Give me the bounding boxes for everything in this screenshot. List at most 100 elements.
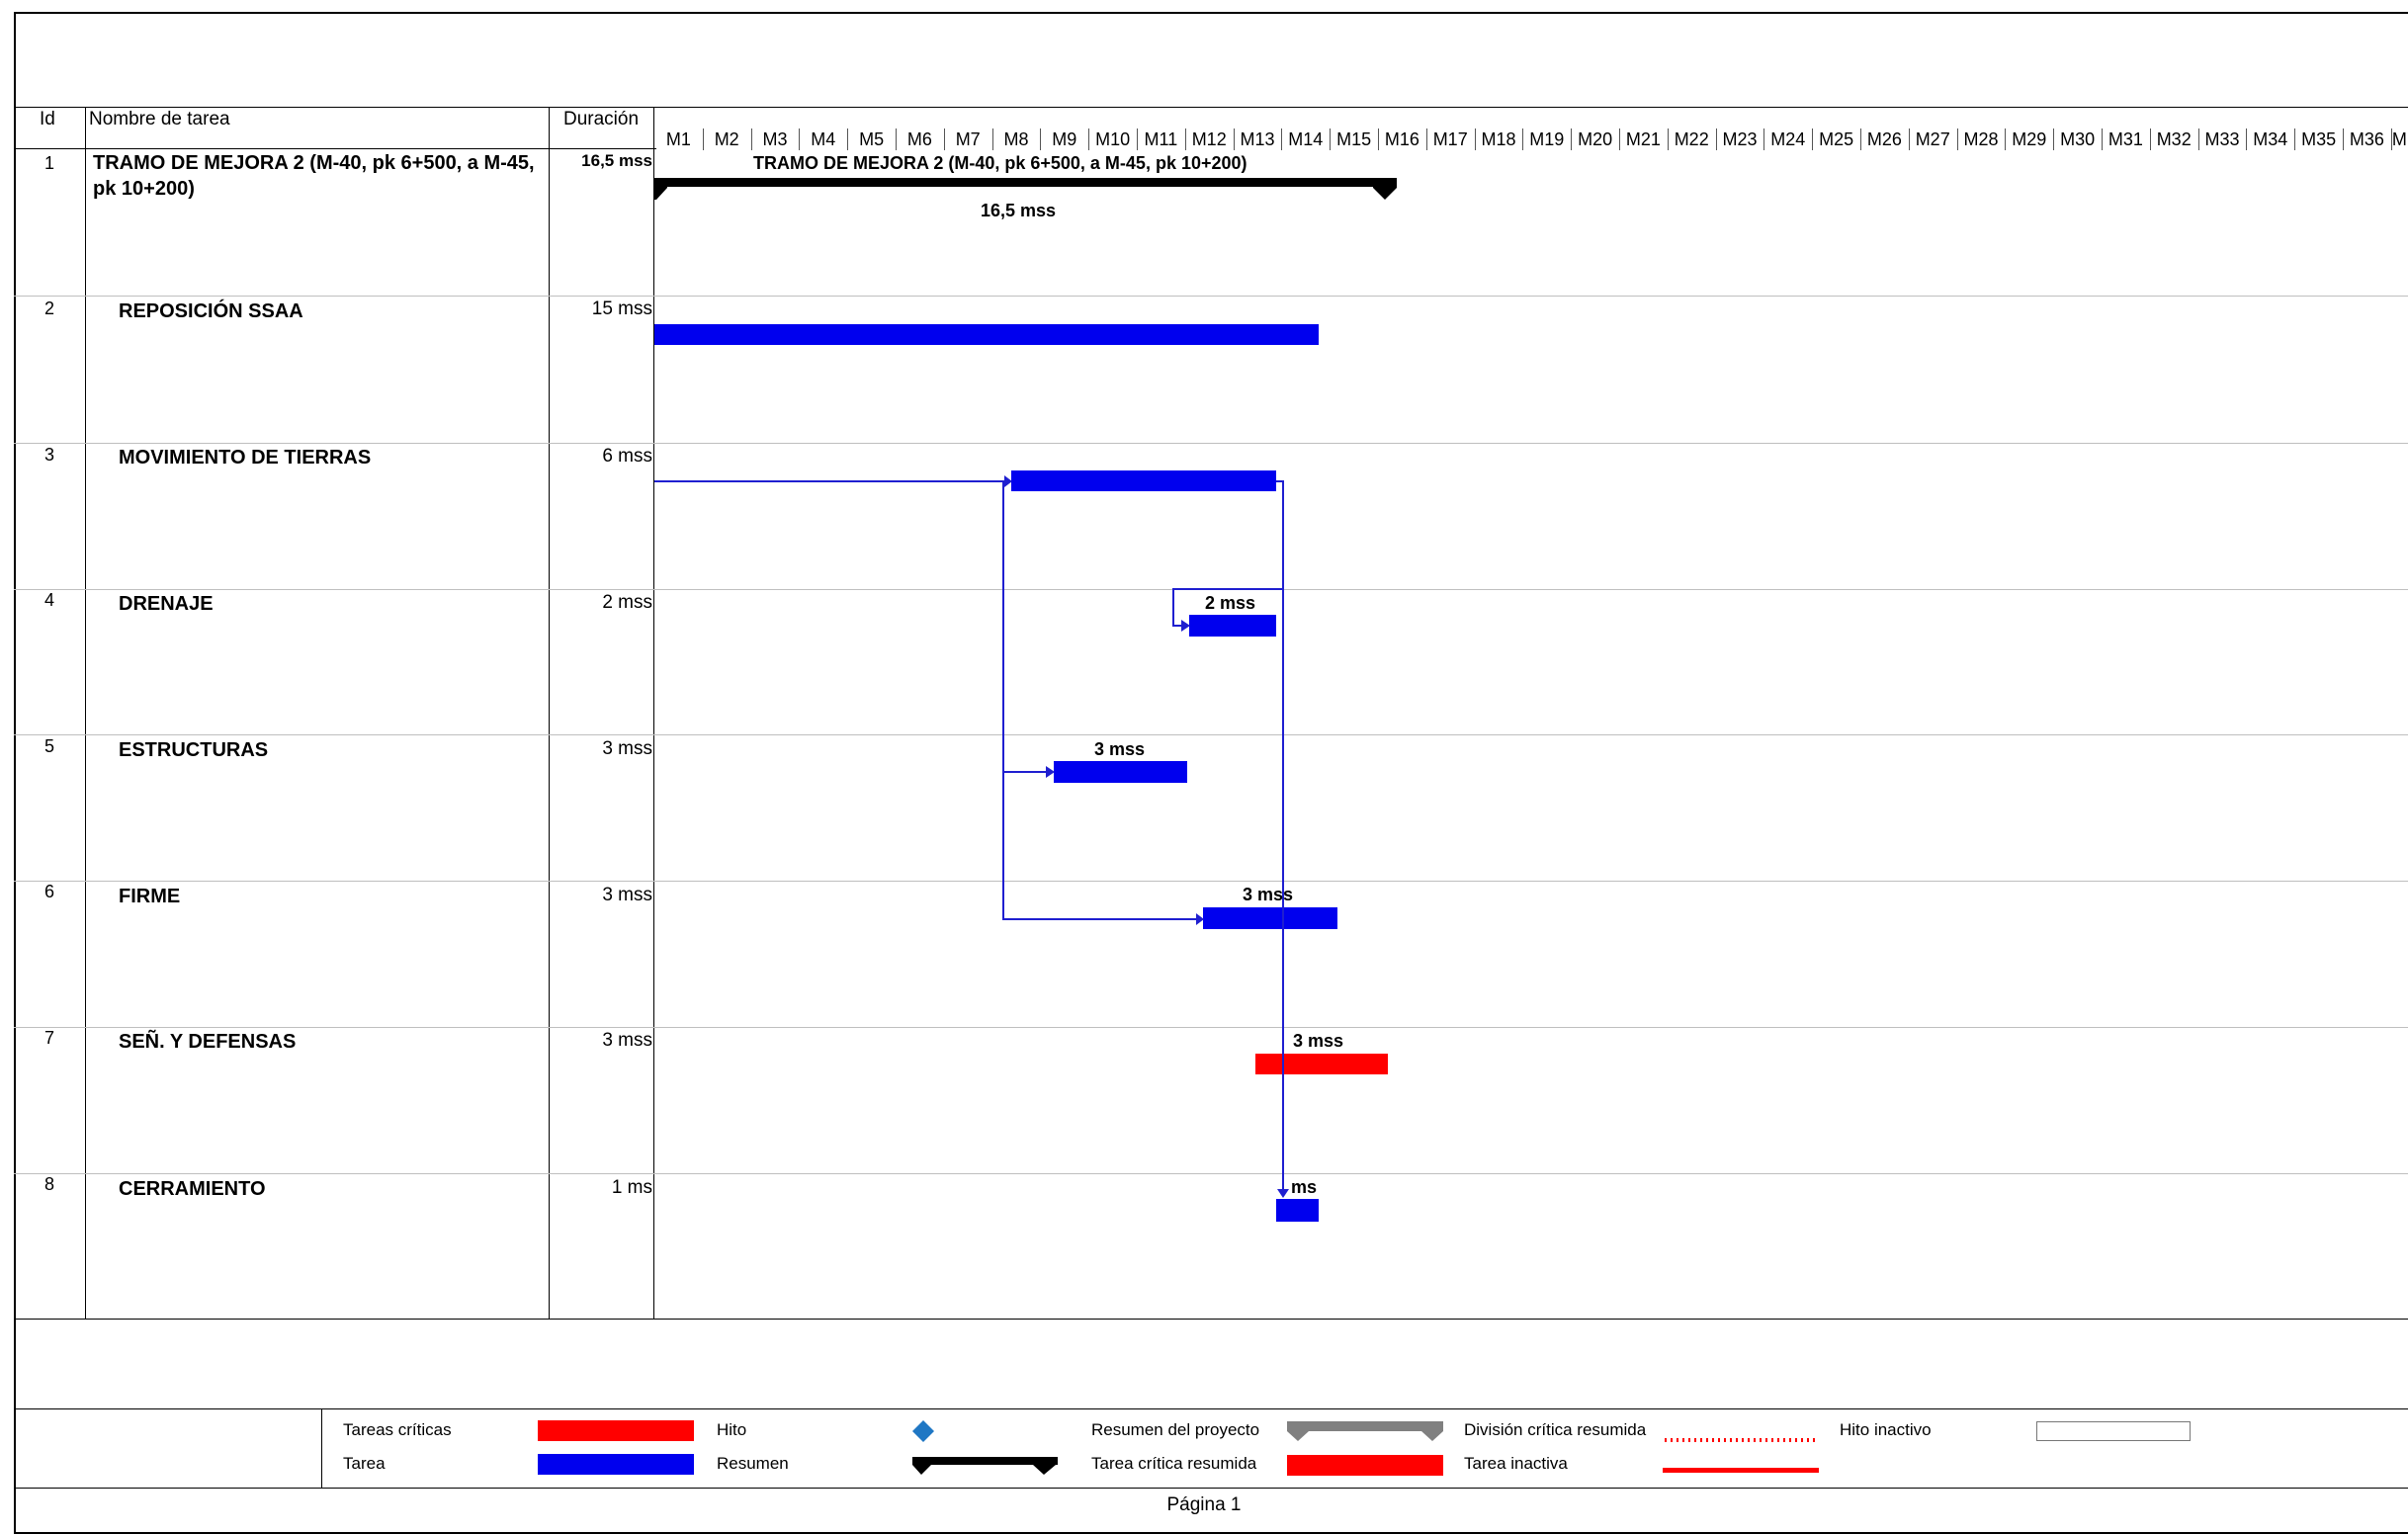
month-separator <box>1860 128 1861 150</box>
col-sep-duration <box>653 107 654 1319</box>
legend-hito-inactivo: Hito inactivo <box>1840 1420 1932 1439</box>
month-separator <box>1137 128 1138 150</box>
month-label: M32 <box>2156 129 2192 149</box>
legend-bottom-line <box>14 1488 2408 1489</box>
task-name: DRENAJE <box>119 593 214 615</box>
month-separator <box>1330 128 1332 150</box>
header-id: Id <box>40 109 55 129</box>
month-separator <box>1667 128 1669 150</box>
month-separator <box>2053 128 2055 150</box>
month-label: M19 <box>1529 129 1565 149</box>
col-sep-id <box>85 107 86 1319</box>
month-label: M23 <box>1722 129 1758 149</box>
task-bar-firme <box>1203 907 1337 929</box>
month-separator <box>2246 128 2248 150</box>
month-separator <box>1522 128 1524 150</box>
task-duration: 6 mss <box>602 446 652 467</box>
row-line-5 <box>14 881 2408 882</box>
task-id: 3 <box>43 445 54 465</box>
month-label: M11 <box>1144 129 1178 149</box>
task-id: 4 <box>43 590 54 610</box>
month-label: M9 <box>1052 129 1077 149</box>
month-separator <box>991 128 993 150</box>
task-id: 5 <box>43 736 54 756</box>
month-separator <box>1378 128 1379 150</box>
task-duration: 3 mss <box>602 885 652 905</box>
task-name: CERRAMIENTO <box>119 1178 266 1200</box>
header-task-name: Nombre de tarea <box>89 109 230 129</box>
month-label: M27 <box>1915 129 1950 149</box>
task-duration: 3 mss <box>602 1030 652 1051</box>
month-separator <box>943 128 945 150</box>
row-line-6 <box>14 1027 2408 1028</box>
month-separator <box>1040 128 1042 150</box>
month-separator <box>1474 128 1476 150</box>
month-label: M7 <box>955 129 981 149</box>
month-label: M5 <box>859 129 885 149</box>
month-separator <box>1908 128 1910 150</box>
month-label: M24 <box>1770 129 1806 149</box>
month-separator <box>1715 128 1717 150</box>
month-separator <box>1956 128 1958 150</box>
bar-label-cerramiento: ms <box>1291 1177 1318 1197</box>
month-label: M34 <box>2253 129 2288 149</box>
task-id: 2 <box>43 298 54 318</box>
month-separator <box>2343 128 2344 150</box>
month-separator <box>750 128 752 150</box>
month-separator <box>2390 128 2392 150</box>
month-label: M <box>2391 129 2407 149</box>
month-label: M13 <box>1240 129 1275 149</box>
month-label: M35 <box>2301 129 2337 149</box>
bar-label-drenaje: 2 mss <box>1205 593 1256 613</box>
month-label: M22 <box>1674 129 1709 149</box>
row-line-4 <box>14 734 2408 735</box>
month-label: M21 <box>1625 129 1661 149</box>
legend-division-critica: División crítica resumida <box>1464 1420 1647 1439</box>
month-label: M14 <box>1288 129 1324 149</box>
link-arrows <box>1004 475 1289 1198</box>
task-id: 1 <box>43 153 54 173</box>
legend-hito: Hito <box>717 1420 747 1439</box>
month-label: M2 <box>714 129 739 149</box>
month-separator <box>2294 128 2296 150</box>
month-label: M29 <box>2012 129 2047 149</box>
month-separator <box>799 128 801 150</box>
month-label: M20 <box>1578 129 1613 149</box>
task-name: ESTRUCTURAS <box>119 739 269 761</box>
row-line-1 <box>14 296 2408 297</box>
task-duration: 3 mss <box>602 738 652 759</box>
row-line-7 <box>14 1173 2408 1174</box>
dependency-links <box>654 480 1284 1190</box>
month-separator <box>1571 128 1573 150</box>
legend-tareas-criticas: Tareas críticas <box>343 1420 452 1439</box>
month-separator <box>847 128 849 150</box>
project-summary-swatch <box>1287 1421 1443 1431</box>
legend-inactive-icons <box>1663 1438 1819 1473</box>
month-separator <box>2102 128 2103 150</box>
legend-tarea-critica-resumida: Tarea crítica resumida <box>1091 1454 1257 1473</box>
row-line-2 <box>14 443 2408 444</box>
month-label: M8 <box>1003 129 1029 149</box>
month-separator <box>1088 128 1090 150</box>
header-bottom-line <box>14 148 656 149</box>
month-label: M17 <box>1432 129 1468 149</box>
legend-inactive-milestone-swatch <box>2036 1421 2191 1441</box>
bar-label-firme: 3 mss <box>1243 885 1294 904</box>
task-bar-estructuras <box>1054 761 1187 783</box>
month-label: M6 <box>906 129 932 149</box>
month-separator <box>1619 128 1620 150</box>
inactive-task-swatch <box>1663 1468 1819 1473</box>
month-label: M3 <box>762 129 788 149</box>
month-separator <box>2197 128 2199 150</box>
task-name: MOVIMIENTO DE TIERRAS <box>119 447 372 469</box>
month-label: M31 <box>2107 129 2143 149</box>
task-id: 8 <box>43 1174 54 1194</box>
month-separator <box>1184 128 1186 150</box>
summary-bar-title: TRAMO DE MEJORA 2 (M-40, pk 6+500, a M-4… <box>753 153 1247 173</box>
task-name: SEÑ. Y DEFENSAS <box>119 1031 297 1053</box>
month-label: M33 <box>2204 129 2240 149</box>
legend-resumen-proyecto: Resumen del proyecto <box>1091 1420 1260 1439</box>
month-separator <box>1425 128 1427 150</box>
task-name: FIRME <box>119 886 181 907</box>
month-separator <box>1763 128 1765 150</box>
